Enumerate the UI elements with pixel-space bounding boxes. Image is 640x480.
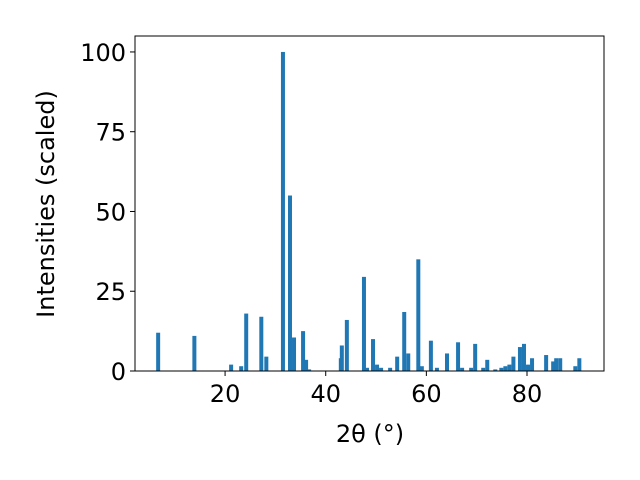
bar bbox=[521, 343, 526, 371]
y-tick-label: 25 bbox=[95, 278, 126, 306]
bar bbox=[485, 359, 490, 371]
bar bbox=[434, 367, 439, 371]
x-tick-label: 20 bbox=[210, 380, 241, 408]
y-tick-label: 50 bbox=[95, 198, 126, 226]
bar bbox=[239, 366, 244, 371]
bar bbox=[287, 195, 292, 371]
bar bbox=[259, 316, 264, 371]
y-axis-label: Intensities (scaled) bbox=[32, 90, 60, 318]
bar bbox=[264, 356, 269, 371]
x-tick-label: 40 bbox=[310, 380, 341, 408]
bar bbox=[481, 367, 486, 371]
bar bbox=[406, 353, 411, 371]
bar bbox=[473, 343, 478, 371]
bar bbox=[511, 356, 516, 371]
bar bbox=[469, 367, 474, 371]
bar bbox=[428, 340, 433, 371]
bar bbox=[507, 364, 512, 371]
bar bbox=[456, 342, 461, 371]
y-tick-label: 75 bbox=[95, 119, 126, 147]
bar bbox=[558, 358, 563, 371]
bar bbox=[493, 369, 498, 371]
bar bbox=[388, 367, 393, 371]
bar bbox=[301, 331, 306, 371]
x-tick-label: 60 bbox=[411, 380, 442, 408]
bar bbox=[573, 366, 578, 371]
bar bbox=[499, 367, 504, 371]
y-tick-label: 0 bbox=[111, 358, 126, 386]
bar bbox=[444, 353, 449, 371]
x-axis-label: 2θ (°) bbox=[336, 420, 404, 448]
bar bbox=[304, 359, 309, 371]
bar bbox=[544, 355, 549, 371]
bar bbox=[364, 367, 369, 371]
bar bbox=[530, 358, 535, 371]
axes-frame bbox=[134, 35, 605, 372]
bar bbox=[419, 366, 424, 371]
bar bbox=[361, 276, 366, 371]
bar bbox=[229, 364, 234, 371]
bar bbox=[395, 356, 400, 371]
bar bbox=[517, 347, 522, 371]
bar bbox=[339, 345, 344, 371]
bar bbox=[460, 367, 465, 371]
bar bbox=[402, 311, 407, 371]
x-tick-label: 80 bbox=[512, 380, 543, 408]
plot-area bbox=[156, 51, 582, 371]
bar bbox=[192, 335, 197, 371]
bar bbox=[577, 358, 582, 371]
bar bbox=[554, 358, 559, 371]
bar bbox=[526, 364, 531, 371]
bar bbox=[379, 367, 384, 371]
bar bbox=[280, 51, 285, 371]
bar bbox=[292, 337, 297, 371]
bar bbox=[551, 361, 556, 371]
bar bbox=[375, 364, 380, 371]
y-tick-label: 100 bbox=[80, 39, 126, 67]
bar bbox=[503, 366, 508, 371]
bar bbox=[344, 319, 349, 371]
bar bbox=[156, 332, 161, 371]
bar bbox=[244, 313, 249, 371]
bar bbox=[371, 339, 376, 371]
bar bbox=[307, 369, 312, 371]
bar bbox=[416, 259, 421, 371]
